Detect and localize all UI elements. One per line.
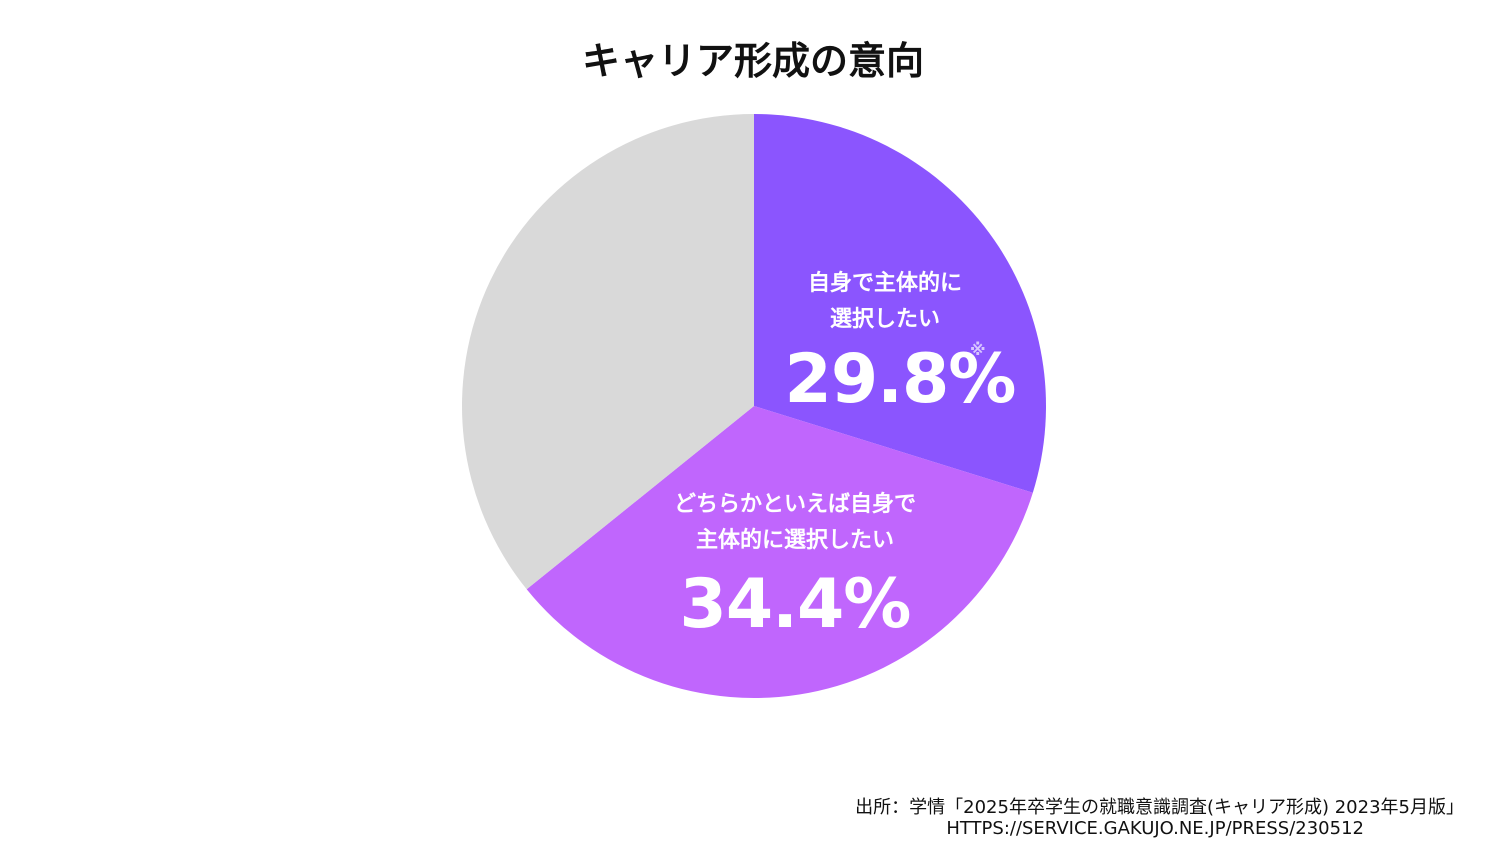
footnote-mark: ※ [970,340,986,359]
slice-value-self-choice: 29.8% [784,340,1017,419]
slice-value-somewhat-self-choice: 34.4% [679,565,912,644]
slice-label-self-choice: 自身で主体的に 選択したい [760,266,1010,338]
chart-title: キャリア形成の意向 [581,39,924,83]
source-line-1: 出所：学情「2025年卒学生の就職意識調査(キャリア形成) 2023年5月版」 [855,797,1464,818]
slice-label-somewhat-line1: どちらかといえば自身で [673,492,916,517]
slice-label-self-choice-line1: 自身で主体的に [807,271,962,296]
slice-label-somewhat-line2: 主体的に選択したい [695,528,894,553]
slice-label-self-choice-line2: 選択したい [829,307,940,332]
source-url: HTTPS://SERVICE.GAKUJO.NE.JP/PRESS/23051… [946,818,1364,839]
slice-self-choice [754,114,1046,493]
slice-label-somewhat-self-choice: どちらかといえば自身で 主体的に選択したい [630,487,960,559]
slice-other [462,113,754,590]
slice-somewhat-self-choice [526,406,1033,698]
